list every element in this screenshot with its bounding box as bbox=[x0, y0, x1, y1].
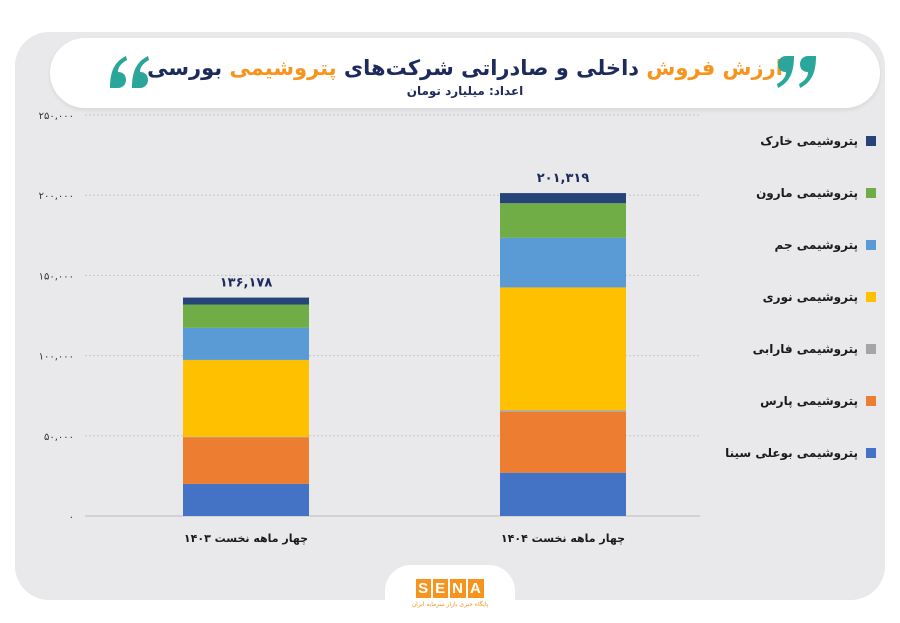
legend-label: پتروشیمی خارک bbox=[760, 134, 858, 148]
bar-segment bbox=[500, 203, 626, 238]
quote-open-icon bbox=[110, 56, 149, 88]
logo-tagline: پایگاه خبری بازار سرمایه ایران bbox=[411, 601, 489, 608]
bar-segment bbox=[183, 359, 309, 437]
title-banner: ارزش فروش داخلی و صادراتی شرکت‌های پتروش… bbox=[50, 38, 880, 108]
legend-item: پتروشیمی خارک bbox=[760, 134, 876, 148]
legend-swatch bbox=[866, 188, 876, 198]
bar-segment bbox=[500, 193, 626, 204]
legend-label: پتروشیمی بوعلی سینا bbox=[725, 446, 858, 460]
total-label: ۲۰۱,۳۱۹ bbox=[537, 171, 590, 186]
legend-swatch bbox=[866, 292, 876, 302]
legend-item: پتروشیمی پارس bbox=[760, 394, 876, 408]
legend-item: پتروشیمی بوعلی سینا bbox=[725, 446, 876, 460]
bar-segment bbox=[500, 472, 626, 516]
bar-segment bbox=[500, 287, 626, 411]
bar-segment bbox=[500, 411, 626, 473]
title-phrase: داخلی و صادراتی شرکت‌های bbox=[343, 56, 640, 80]
legend-item: پتروشیمی مارون bbox=[756, 186, 876, 200]
bar-segment bbox=[183, 483, 309, 516]
legend-label: پتروشیمی نوری bbox=[762, 290, 858, 304]
quote-close-icon bbox=[777, 56, 816, 88]
bar-segment bbox=[183, 437, 309, 484]
title-word-5: بورسی bbox=[147, 56, 223, 80]
y-tick-label: ۲۵۰,۰۰۰ bbox=[39, 111, 74, 122]
legend-swatch bbox=[866, 344, 876, 354]
bar-segment bbox=[500, 410, 626, 412]
chart-title: ارزش فروش داخلی و صادراتی شرکت‌های پتروش… bbox=[50, 56, 880, 80]
bar-segment bbox=[183, 327, 309, 360]
legend-label: پتروشیمی مارون bbox=[756, 186, 858, 200]
bar-segment bbox=[183, 297, 309, 305]
legend-swatch bbox=[866, 448, 876, 458]
title-word-2: فروش bbox=[646, 56, 716, 80]
y-tick-label: ۱۰۰,۰۰۰ bbox=[39, 352, 74, 363]
y-tick-label: ۱۵۰,۰۰۰ bbox=[39, 271, 74, 282]
y-tick-label: ۲۰۰,۰۰۰ bbox=[39, 191, 74, 202]
y-tick-label: ۵۰,۰۰۰ bbox=[44, 432, 74, 443]
legend-label: پتروشیمی فارابی bbox=[752, 342, 858, 356]
logo-letter: S bbox=[416, 579, 432, 598]
legend-label: پتروشیمی پارس bbox=[760, 394, 858, 408]
chart-subtitle: اعداد: میلیارد تومان bbox=[406, 84, 524, 98]
logo-letter: E bbox=[433, 579, 449, 598]
total-label: ۱۳۶,۱۷۸ bbox=[220, 276, 273, 291]
bar-segment bbox=[500, 237, 626, 288]
legend-label: پتروشیمی جم bbox=[774, 238, 858, 252]
legend-swatch bbox=[866, 240, 876, 250]
legend-swatch bbox=[866, 136, 876, 146]
legend-item: پتروشیمی نوری bbox=[763, 290, 876, 304]
logo-letter: A bbox=[468, 579, 484, 598]
logo-letter: N bbox=[450, 579, 467, 598]
chart-card: ارزش فروش داخلی و صادراتی شرکت‌های پتروش… bbox=[15, 32, 885, 600]
legend-item: پتروشیمی فارابی bbox=[753, 342, 876, 356]
x-tick-label: چهار ماهه نخست ۱۴۰۳ bbox=[184, 532, 308, 545]
x-tick-label: چهار ماهه نخست ۱۴۰۴ bbox=[501, 532, 625, 545]
title-word-1: ارزش bbox=[722, 56, 783, 80]
legend-item: پتروشیمی جم bbox=[775, 238, 876, 252]
title-word-4: پتروشیمی bbox=[229, 56, 337, 80]
legend-swatch bbox=[866, 396, 876, 406]
y-tick-label: ۰ bbox=[69, 512, 74, 523]
bar-segment bbox=[183, 304, 309, 328]
